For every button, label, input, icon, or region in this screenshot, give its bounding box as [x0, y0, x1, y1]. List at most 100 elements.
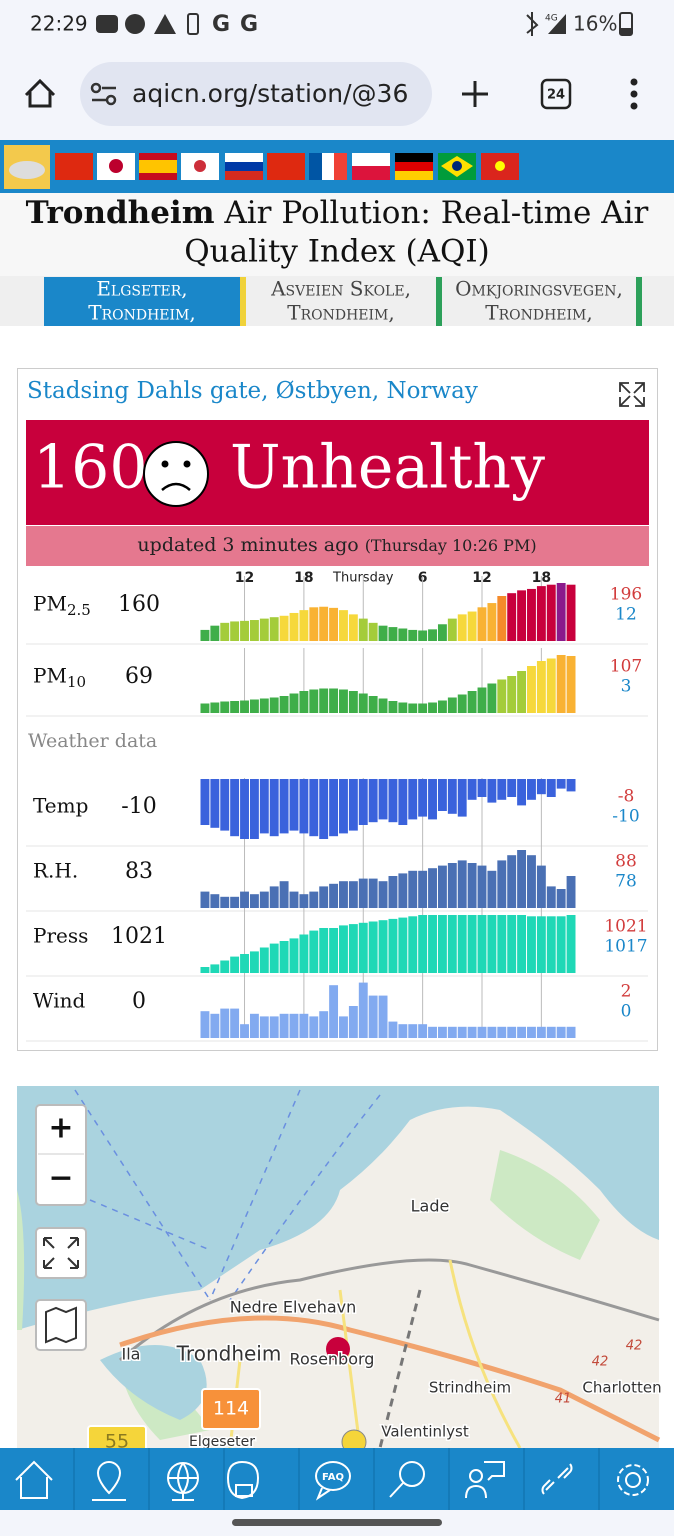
history-bar	[378, 625, 388, 641]
history-bar	[467, 779, 477, 800]
history-bar	[299, 934, 309, 973]
weather-heading: Weather data	[28, 730, 157, 752]
history-bar	[457, 1026, 467, 1038]
history-bar	[556, 779, 566, 789]
history-bar	[249, 1013, 259, 1038]
flags[interactable]	[4, 145, 519, 189]
tab-label[interactable]: Trondheim,	[88, 301, 195, 325]
zoom-in[interactable]: +	[48, 1111, 73, 1146]
history-bar	[507, 855, 517, 908]
history-bar	[240, 1024, 249, 1038]
history-bar	[339, 925, 348, 973]
history-bar	[240, 954, 249, 973]
tab-label[interactable]: Elgseter,	[96, 277, 187, 301]
history-bar	[259, 891, 269, 908]
history-bar	[428, 1026, 437, 1038]
history-bar	[309, 607, 319, 641]
tab-switcher[interactable]	[540, 78, 572, 110]
tab-label[interactable]: Trondheim,	[485, 301, 592, 325]
zoom-out[interactable]: −	[48, 1161, 73, 1196]
history-bar	[388, 627, 398, 641]
history-bar	[210, 625, 220, 641]
history-bar	[319, 928, 329, 973]
history-bar	[467, 691, 477, 713]
expand-button[interactable]	[619, 382, 645, 407]
nav-faq[interactable]: FAQ	[322, 1472, 344, 1483]
nav-icons[interactable]	[15, 1460, 649, 1501]
history-bar	[418, 870, 428, 908]
history-bar	[477, 865, 487, 908]
history-bar	[556, 889, 566, 908]
road-number: 42	[626, 1339, 643, 1354]
clock: 22:29	[30, 12, 88, 36]
history-bar	[428, 868, 437, 908]
history-bar	[556, 655, 566, 713]
history-bar	[388, 876, 398, 908]
history-bar	[477, 607, 487, 641]
tab-indicator	[636, 277, 642, 326]
history-bar	[487, 870, 497, 908]
history-bar	[269, 943, 279, 973]
history-bar	[348, 924, 358, 973]
tab-active[interactable]	[44, 277, 240, 326]
history-bar	[240, 779, 249, 839]
history-bar	[546, 1026, 556, 1038]
history-bar	[418, 630, 428, 641]
history-bar	[437, 915, 447, 973]
history-bar	[566, 876, 576, 908]
site-settings[interactable]	[90, 82, 117, 106]
map-marker-label: 114	[213, 1398, 249, 1420]
history-bar	[457, 860, 467, 908]
history-bar	[437, 779, 447, 811]
row-label: Temp	[33, 794, 88, 818]
history-bar	[527, 916, 536, 973]
history-bar	[527, 779, 536, 800]
history-bar	[368, 779, 378, 823]
history-bar	[507, 915, 517, 973]
history-bar	[210, 894, 220, 908]
history-bar	[289, 693, 299, 713]
history-bar	[566, 584, 576, 641]
history-bar	[388, 1021, 398, 1038]
history-bar	[457, 779, 467, 817]
history-bar	[358, 618, 368, 641]
new-tab[interactable]	[462, 81, 488, 107]
url-bar[interactable]	[80, 62, 432, 126]
history-bar	[210, 964, 220, 973]
svg-text:G: G	[240, 12, 258, 37]
history-bar	[428, 702, 437, 713]
history-bar	[368, 995, 378, 1038]
history-bar	[358, 779, 368, 825]
history-bar	[249, 894, 259, 908]
row-label-sub: 10	[67, 673, 86, 691]
tab-label[interactable]: Omkjoringsvegen,	[455, 277, 623, 301]
history-bar	[437, 865, 447, 908]
history-bar	[299, 1013, 309, 1038]
map-place: Nedre Elvehavn	[230, 1298, 357, 1317]
aqi-status: Unhealthy	[230, 433, 545, 503]
history-bar	[220, 1008, 230, 1038]
history-bar	[527, 855, 536, 908]
history-bar	[309, 779, 319, 837]
row-min: 78	[615, 872, 637, 892]
history-bar	[418, 1024, 428, 1038]
history-bar	[497, 679, 507, 713]
tab-label[interactable]: Trondheim,	[287, 301, 394, 325]
history-bar	[536, 916, 546, 973]
history-bar	[220, 622, 230, 641]
tab-label[interactable]: Asveien Skole,	[270, 277, 411, 301]
updated-bar	[26, 526, 649, 566]
history-bar	[299, 610, 309, 641]
map-place: Ila	[122, 1345, 141, 1364]
row-min: 0	[621, 1002, 632, 1022]
history-bar	[299, 691, 309, 713]
menu-button[interactable]	[630, 78, 638, 110]
history-bar	[388, 779, 398, 823]
history-bar	[220, 960, 230, 973]
map[interactable]	[17, 1086, 661, 1457]
home-button[interactable]	[24, 78, 56, 108]
history-bar	[319, 1011, 329, 1038]
history-bar	[378, 920, 388, 973]
history-bar	[230, 956, 240, 973]
